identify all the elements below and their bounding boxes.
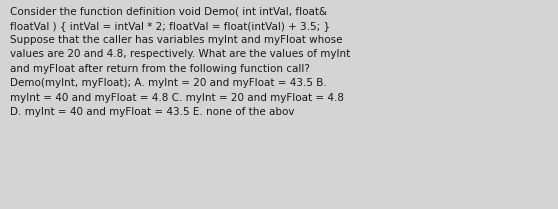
Text: Consider the function definition void Demo( int intVal, float&
floatVal ) { intV: Consider the function definition void De…	[10, 6, 350, 117]
